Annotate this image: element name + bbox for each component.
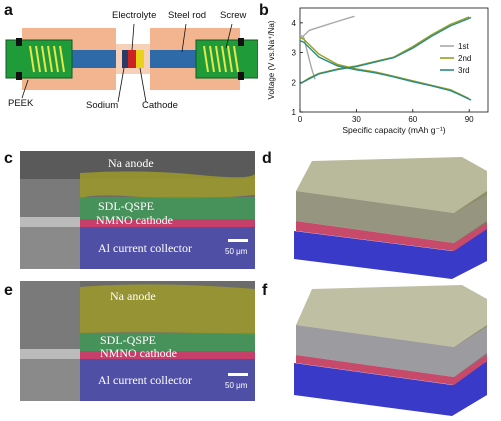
al-grey-strip-e [20, 359, 80, 401]
label-sdl-qspe-c: SDL-QSPE [98, 199, 155, 213]
nmno-cathode-region [80, 219, 255, 227]
panel-letter-f: f [262, 282, 268, 299]
scale-bar-e [228, 373, 248, 376]
render-3d-f-svg [294, 285, 487, 416]
leader-cathode [139, 67, 147, 103]
series-line-1st-discharge [299, 34, 316, 80]
label-steel-rod: Steel rod [168, 10, 207, 21]
panel-letter-d: d [262, 150, 272, 167]
legend-label-1st: 1st [458, 42, 469, 51]
scale-label-c: 50 μm [225, 247, 248, 256]
sem-image-c: Na anode SDL-QSPE NMNO cathode Al curren… [20, 151, 255, 269]
render-f-bottom-block [294, 361, 487, 416]
x-tick-label: 0 [298, 115, 303, 124]
sem-image-e-svg [20, 281, 255, 401]
end-tab-right [238, 38, 244, 46]
panel-letter-a: a [4, 2, 13, 19]
leader-steel-rod [181, 23, 187, 53]
label-nmno-cathode-e: NMNO cathode [100, 346, 177, 360]
render-f-top-layer [296, 285, 487, 347]
cell-schematic: Electrolyte Steel rod Screw PEEK Sodium … [0, 0, 259, 140]
y-tick-label: 3 [292, 49, 297, 58]
label-peek: PEEK [8, 98, 34, 109]
chart-svg: 0 30 60 90 1 2 3 4 Specific capacity (mAh g⁻¹) Vo… [267, 7, 489, 135]
y-tick-label: 4 [292, 19, 297, 28]
al-collector-region [80, 227, 255, 269]
sdl-qspe-region-e [80, 333, 255, 353]
leader-electrolyte [131, 23, 135, 51]
panel-letter-e: e [4, 282, 13, 299]
label-cathode: Cathode [142, 100, 178, 111]
end-tab-left [16, 38, 22, 46]
series-line-3rd-discharge [299, 40, 472, 101]
render-3d-d-svg [294, 157, 487, 279]
render-3d-d [282, 151, 501, 279]
render-d-top-layer [296, 157, 487, 213]
label-al-collector-c: Al current collector [98, 241, 192, 255]
cathode-layer [136, 50, 144, 68]
sodium-layer [122, 50, 128, 68]
render-f-red-layer [296, 353, 487, 385]
na-anode-region [80, 171, 255, 199]
label-na-anode-e: Na anode [110, 289, 156, 303]
x-tick-label: 30 [352, 115, 361, 124]
scale-label-e: 50 μm [225, 381, 248, 390]
electrolyte-layer [128, 50, 136, 68]
leader-peek [21, 79, 29, 99]
nmno-cathode-region-e [80, 351, 255, 359]
screw-threads-right [203, 45, 239, 73]
x-tick-label: 90 [465, 115, 474, 124]
al-grey-strip [20, 227, 80, 269]
x-tick-label: 60 [408, 115, 417, 124]
label-sdl-qspe-e: SDL-QSPE [100, 333, 157, 347]
legend-label-2nd: 2nd [458, 54, 471, 63]
sem-image-e: Na anode SDL-QSPE NMNO cathode Al curren… [20, 281, 255, 401]
screw-threads-left [29, 45, 65, 73]
series-line-2nd-discharge [299, 37, 470, 100]
steel-rod-right [148, 50, 200, 68]
render-d-red-layer [296, 221, 487, 251]
render-3d-f [282, 281, 501, 416]
nmno-grey-strip [20, 217, 80, 227]
cell-schematic-svg [5, 23, 259, 103]
render-f-middle-layer [296, 325, 487, 377]
panel-letter-c: c [4, 150, 13, 167]
al-collector-region-e [80, 359, 255, 401]
label-al-collector-e: Al current collector [98, 373, 192, 387]
label-electrolyte: Electrolyte [112, 10, 157, 21]
label-nmno-cathode-c: NMNO cathode [96, 213, 173, 227]
label-na-anode-c: Na anode [108, 156, 154, 170]
na-anode-region-e [80, 284, 255, 335]
end-tab-right-2 [238, 72, 244, 80]
scale-bar-c [228, 239, 248, 242]
steel-rod-left [70, 50, 122, 68]
voltage-capacity-chart: 0 30 60 90 1 2 3 4 Specific capacity (mAh g⁻¹) Vo… [262, 0, 501, 140]
leader-sodium [117, 67, 125, 103]
render-d-middle-layer [296, 191, 487, 243]
label-sodium: Sodium [86, 100, 119, 111]
series-line-3rd-charge [299, 16, 472, 85]
leader-screw [225, 23, 233, 49]
series-line-1st-charge [299, 15, 355, 40]
sdl-qspe-region [80, 197, 255, 221]
render-d-bottom-block [294, 227, 487, 279]
y-tick-label: 1 [292, 108, 297, 117]
x-axis-label: Specific capacity (mAh g⁻¹) [342, 125, 445, 135]
end-tab-left-2 [16, 72, 22, 80]
panel-letter-b: b [259, 2, 269, 19]
y-axis-label: Voltage (V vs.Na⁺/Na) [267, 20, 276, 99]
nmno-grey-strip-e [20, 349, 80, 359]
label-screw: Screw [220, 10, 247, 21]
chart-frame [299, 7, 489, 113]
sem-image-c-svg [20, 151, 255, 269]
legend-label-3rd: 3rd [458, 66, 470, 75]
y-tick-label: 2 [292, 78, 297, 87]
